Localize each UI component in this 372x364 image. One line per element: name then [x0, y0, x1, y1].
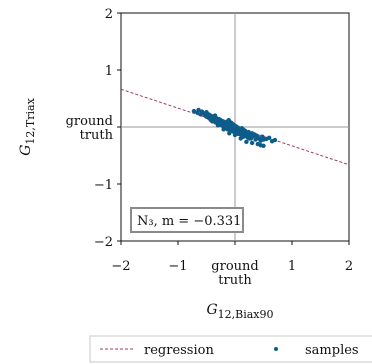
sample-point — [212, 113, 218, 118]
y-tick-label: −1 — [94, 178, 113, 193]
sample-point — [272, 137, 278, 143]
y-axis-title: G12,Triax — [18, 97, 37, 155]
annotation-text: N₃, m = −0.331 — [137, 214, 241, 229]
sample-point — [244, 139, 249, 145]
x-axis-title: G12,Biax90 — [206, 302, 273, 321]
x-tick-label: −1 — [168, 259, 187, 274]
x-tick-label: 1 — [288, 259, 296, 274]
sample-point — [241, 134, 246, 139]
y-axis-title-main: G — [18, 145, 34, 156]
legend-samples-swatch — [274, 347, 278, 351]
y-axis-title-sub: 12,Triax — [24, 97, 37, 144]
sample-point — [249, 140, 255, 146]
sample-point — [191, 108, 197, 114]
x-zero-label-line2: truth — [218, 273, 252, 288]
x-tick-label: −2 — [111, 259, 130, 274]
sample-point — [215, 123, 221, 128]
sample-point — [267, 135, 272, 141]
x-axis-title-sub: 12,Biax90 — [218, 308, 274, 321]
x-axis-title-main: G — [206, 302, 217, 318]
x-axis-ticks: −2 −1 1 2 — [111, 241, 353, 274]
sample-point — [221, 127, 226, 132]
legend-regression-label: regression — [144, 343, 214, 358]
sample-point — [210, 119, 215, 124]
sample-point — [224, 119, 229, 125]
x-tick-label: 2 — [345, 259, 353, 274]
legend-box — [89, 335, 372, 363]
sample-point — [204, 114, 209, 119]
sample-point — [218, 120, 223, 125]
sample-point — [196, 107, 201, 113]
y-zero-label-line2: truth — [80, 128, 114, 143]
y-zero-label-line1: ground — [66, 114, 113, 129]
sample-point — [235, 131, 241, 137]
y-axis-ticks: −2 −1 1 2 — [94, 7, 121, 250]
y-tick-label: −2 — [94, 235, 113, 250]
legend-samples-label: samples — [305, 343, 359, 358]
y-tick-label: 2 — [105, 7, 113, 22]
sample-point — [227, 131, 232, 136]
annotation-box — [130, 207, 244, 233]
sample-point — [258, 143, 263, 148]
y-tick-label: 1 — [105, 64, 113, 79]
x-zero-label-line1: ground — [211, 259, 258, 274]
sample-point — [247, 136, 252, 141]
sample-points — [191, 107, 278, 149]
